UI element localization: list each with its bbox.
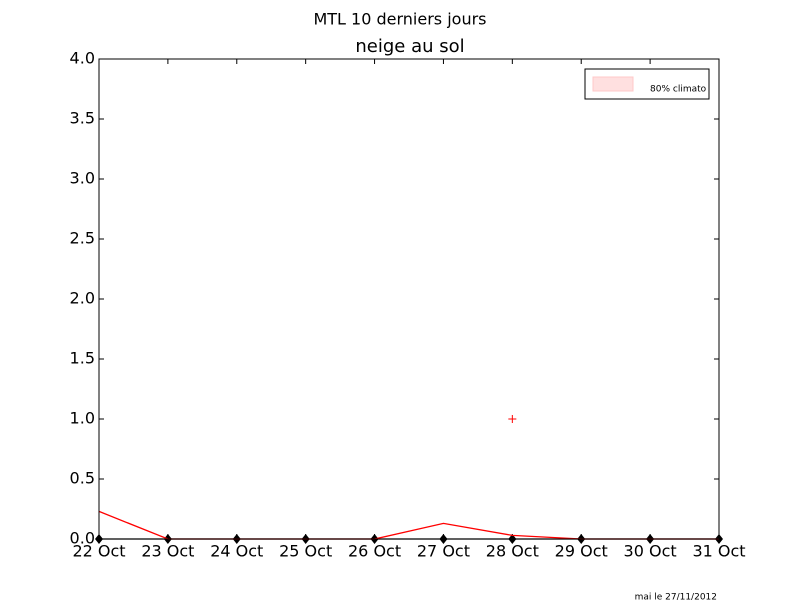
x-tick-label: 30 Oct: [624, 542, 677, 561]
x-tick-label: 26 Oct: [348, 542, 401, 561]
x-tick-label: 28 Oct: [486, 542, 539, 561]
chart-subtitle: neige au sol: [355, 36, 464, 57]
legend-label: 80% climato: [650, 85, 707, 95]
y-tick-label: 0.5: [70, 469, 95, 488]
footnote: mai le 27/11/2012: [635, 593, 717, 600]
x-tick-label: 24 Oct: [210, 542, 263, 561]
y-tick-label: 1.5: [70, 349, 95, 368]
marker: [508, 415, 517, 423]
x-tick-label: 29 Oct: [555, 542, 608, 561]
x-tick-label: 31 Oct: [692, 542, 745, 561]
plot-frame: [98, 58, 720, 540]
y-tick-label: 4.0: [70, 49, 95, 68]
y-tick-label: 2.5: [70, 229, 95, 248]
x-tick-label: 23 Oct: [141, 542, 194, 561]
x-tick-label: 25 Oct: [279, 542, 332, 561]
y-tick-label: 3.5: [70, 109, 95, 128]
y-tick-label: 1.0: [70, 409, 95, 428]
y-tick-label: 0.0: [70, 529, 95, 548]
y-tick-label: 3.0: [70, 169, 95, 188]
x-tick-label: 22 Oct: [72, 542, 125, 561]
y-tick-label: 2.0: [70, 289, 95, 308]
legend-swatch: [592, 76, 634, 92]
x-tick-label: 27 Oct: [417, 542, 470, 561]
chart-title: MTL 10 derniers jours: [313, 10, 486, 29]
